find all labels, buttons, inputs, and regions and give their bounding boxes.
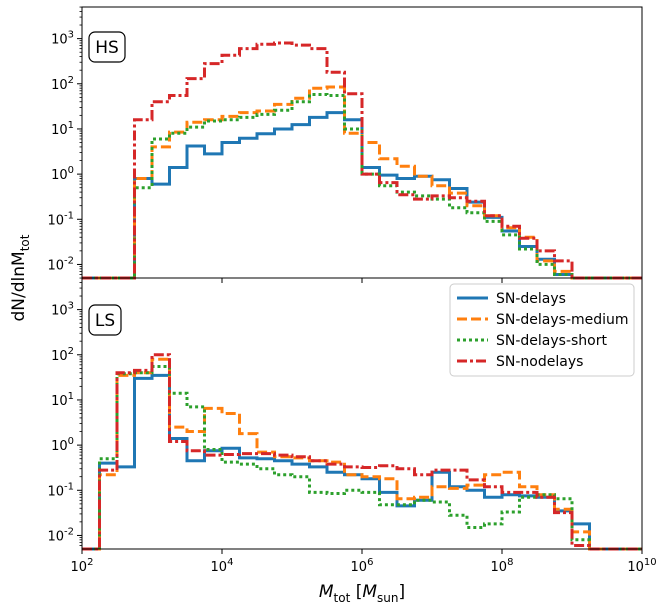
series-sn-delays-short bbox=[82, 365, 642, 551]
series-sn-nodelays bbox=[82, 353, 642, 551]
legend-box bbox=[449, 283, 635, 377]
y-tick-label: 100 bbox=[51, 165, 74, 183]
x-tick-label: 1010 bbox=[627, 557, 656, 575]
ls-y-ticks: 10-2 10-1 100 101 102 103 bbox=[47, 277, 82, 546]
y-tick-label: 102 bbox=[51, 346, 74, 364]
x-ticks: 102 104 106 108 1010 bbox=[71, 278, 657, 575]
hs-label-box bbox=[88, 31, 126, 63]
series-sn-delays-short bbox=[82, 93, 642, 280]
hs-y-ticks: 10-2 10-1 100 101 102 103 bbox=[47, 6, 82, 275]
y-tick-label: 10-1 bbox=[47, 481, 74, 499]
x-axis-label: Mtot [Msun] bbox=[319, 582, 405, 605]
y-tick-label: 101 bbox=[51, 391, 74, 409]
y-axis-label: dN/dlnMtot bbox=[9, 234, 32, 321]
legend-label: SN-delays bbox=[496, 291, 566, 307]
y-tick-label: 101 bbox=[51, 120, 74, 138]
x-tick-label: 106 bbox=[351, 557, 374, 575]
ls-label-box bbox=[88, 304, 122, 336]
series-sn-nodelays bbox=[82, 41, 642, 280]
hs-label-text: HS bbox=[95, 38, 119, 58]
x-tick-label: 108 bbox=[491, 557, 514, 575]
y-tick-label: 10-2 bbox=[47, 526, 74, 544]
hs-panel-label: HS bbox=[88, 31, 126, 63]
y-tick-label: 103 bbox=[51, 30, 74, 48]
hs-series-group bbox=[82, 41, 642, 280]
ls-series-group bbox=[82, 353, 642, 551]
legend: SN-delays SN-delays-medium SN-delays-short… bbox=[449, 283, 635, 377]
x-tick-label: 102 bbox=[71, 557, 94, 575]
y-tick-label: 100 bbox=[51, 436, 74, 454]
x-tick-label: 104 bbox=[211, 557, 234, 575]
legend-label: SN-nodelays bbox=[496, 354, 583, 370]
y-tick-label: 102 bbox=[51, 75, 74, 93]
ls-label-text: LS bbox=[95, 311, 115, 331]
y-tick-label: 103 bbox=[51, 301, 74, 319]
series-sn-delays-medium bbox=[82, 85, 642, 280]
series-sn-delays bbox=[82, 373, 642, 551]
ls-panel-label: LS bbox=[88, 304, 122, 336]
legend-label: SN-delays-short bbox=[496, 333, 607, 349]
legend-label: SN-delays-medium bbox=[496, 312, 629, 328]
y-tick-label: 10-1 bbox=[47, 210, 74, 228]
series-sn-delays-medium bbox=[82, 357, 642, 551]
y-tick-label: 10-2 bbox=[47, 255, 74, 273]
panel-hs: 10-2 10-1 100 101 102 103 HS bbox=[47, 6, 643, 280]
